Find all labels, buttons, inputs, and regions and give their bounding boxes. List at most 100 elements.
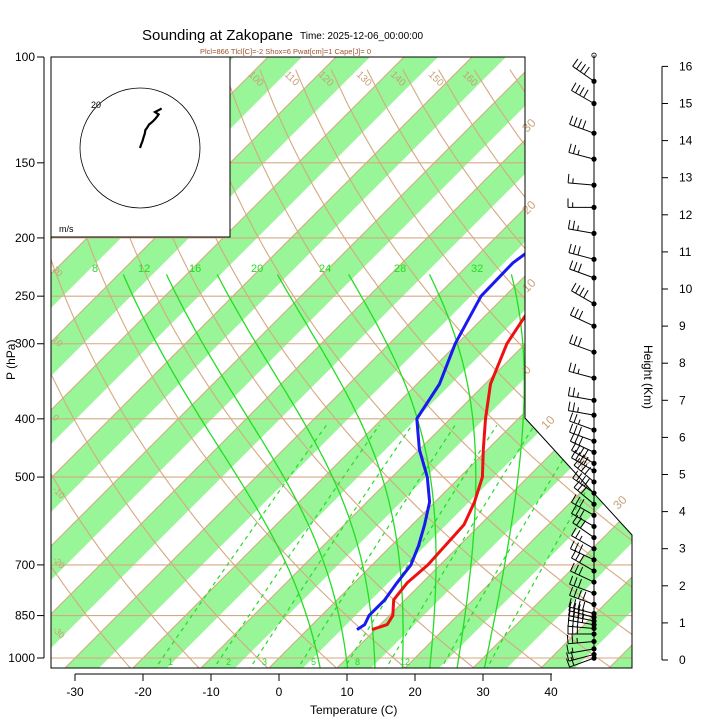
wind-barb-flag	[577, 460, 584, 469]
mixing-ratio-label: 1	[168, 657, 173, 667]
wind-barb-flag	[569, 540, 575, 550]
y-tick-label: 200	[15, 231, 35, 245]
dry-adiabat-line	[295, 69, 632, 668]
dry-adiabat-line	[51, 69, 271, 668]
moist-adiabats	[122, 274, 525, 668]
wind-barb-flag	[577, 368, 580, 374]
plot-frame	[50, 56, 633, 669]
moist-adiabat-line	[483, 274, 525, 668]
y-axis-label: P (hPa)	[4, 340, 18, 380]
mixing-ratio-line	[439, 424, 585, 668]
wind-barb-flag	[578, 544, 584, 554]
wind-barb-flag	[573, 117, 578, 127]
mixing-ratio-line	[342, 424, 498, 668]
x-tick-label: 30	[476, 685, 490, 699]
wind-barb-flag	[567, 219, 571, 229]
wind-barb-flag	[569, 115, 574, 125]
x-tick-label: 40	[544, 685, 558, 699]
wind-barb	[569, 342, 595, 353]
wind-barb-flag	[579, 447, 585, 456]
y-tick-label: 100	[15, 50, 35, 64]
wind-barb-flag	[583, 449, 589, 458]
wind-barb-flag	[571, 449, 577, 459]
dry-adiabat-line	[259, 69, 632, 668]
mixing-ratio-line	[211, 424, 380, 668]
wind-barb-flag	[568, 243, 572, 253]
wind-barb-flag	[572, 602, 577, 612]
wind-marker	[591, 557, 597, 563]
moist-adiabat-label: 12	[138, 263, 150, 275]
wind-barb-flag	[574, 564, 579, 574]
green-band	[677, 27, 720, 668]
wind-barb-flag	[569, 562, 575, 572]
height-tick-label: 8	[679, 356, 686, 370]
dry-adiabat-line	[51, 69, 134, 668]
wind-barb	[570, 440, 595, 453]
wind-barb-flag	[583, 89, 589, 98]
green-band	[51, 57, 400, 668]
wind-barb-flag	[574, 542, 579, 552]
wind-barb-flag	[569, 586, 574, 596]
wind-barb	[570, 548, 595, 561]
wind-barb-flag	[575, 452, 581, 461]
wind-barb-flag	[579, 520, 586, 529]
wind-barb-flag	[573, 480, 581, 488]
wind-barb-flag	[572, 387, 576, 397]
wind-barb	[573, 464, 595, 483]
wind-barb	[568, 625, 595, 629]
hodograph-inset: 20 m/s	[50, 56, 231, 238]
green-band	[51, 57, 536, 668]
wind-barb-flag	[579, 554, 585, 563]
wind-barb-flag	[579, 475, 586, 484]
wind-barb-flag	[572, 402, 576, 412]
height-tick-label: 1	[679, 616, 686, 630]
wind-barb-flag	[570, 656, 575, 666]
isotherm-line	[540, 57, 632, 668]
x-axis-label: Temperature (C)	[310, 703, 397, 717]
moist-adiabat-line	[165, 274, 349, 668]
wind-barb-flag	[566, 634, 569, 644]
mixing-ratio-label: 8	[355, 657, 360, 667]
wind-barb-flag	[566, 644, 569, 654]
wind-barb	[571, 90, 595, 104]
wind-barb-flag	[568, 362, 572, 372]
wind-barb-flag	[573, 425, 578, 434]
wind-barb-flag	[571, 647, 574, 653]
moist-adiabat-label: 16	[189, 263, 201, 275]
wind-barb	[570, 314, 595, 327]
height-tick-label: 15	[679, 97, 693, 111]
wind-barb-flag	[577, 578, 582, 588]
moist-adiabat-line	[276, 274, 404, 668]
isotherm-line	[677, 27, 720, 668]
wind-barb-flag	[575, 552, 581, 561]
wind-barb-flag	[579, 64, 586, 72]
wind-barb-flag	[579, 498, 585, 508]
wind-barb-flag	[573, 261, 578, 271]
dry-adiabat-line	[223, 69, 632, 668]
wind-barb-flag	[569, 334, 574, 344]
wind-marker	[591, 512, 597, 518]
wind-barb-flag	[579, 87, 585, 96]
left-edge-isotherm-label: 0	[51, 412, 62, 423]
height-tick-label: 10	[679, 282, 693, 296]
chart-title: Sounding at Zakopane	[142, 27, 293, 44]
wind-barb	[568, 619, 595, 626]
wind-barb-flag	[577, 407, 579, 413]
green-band	[541, 57, 632, 668]
wind-barb-flag	[577, 225, 579, 231]
mixing-ratio-label: 12	[400, 657, 410, 667]
height-tick-label: 3	[679, 542, 686, 556]
wind-barb-flag	[581, 609, 585, 615]
moist-adiabat-line	[348, 274, 437, 668]
wind-barb-flag	[577, 263, 582, 273]
isotherm-line	[51, 57, 503, 668]
green-band	[337, 57, 632, 668]
y-tick-label: 1000	[8, 651, 35, 665]
y-tick-label: 700	[15, 558, 35, 572]
wind-barb	[571, 557, 595, 572]
wind-barb-flag	[567, 386, 571, 396]
y-tick-label: 850	[15, 609, 35, 623]
wind-barb-flag	[575, 529, 581, 539]
wind-barb-flag	[572, 470, 579, 479]
mixing-ratio-line	[384, 424, 535, 668]
